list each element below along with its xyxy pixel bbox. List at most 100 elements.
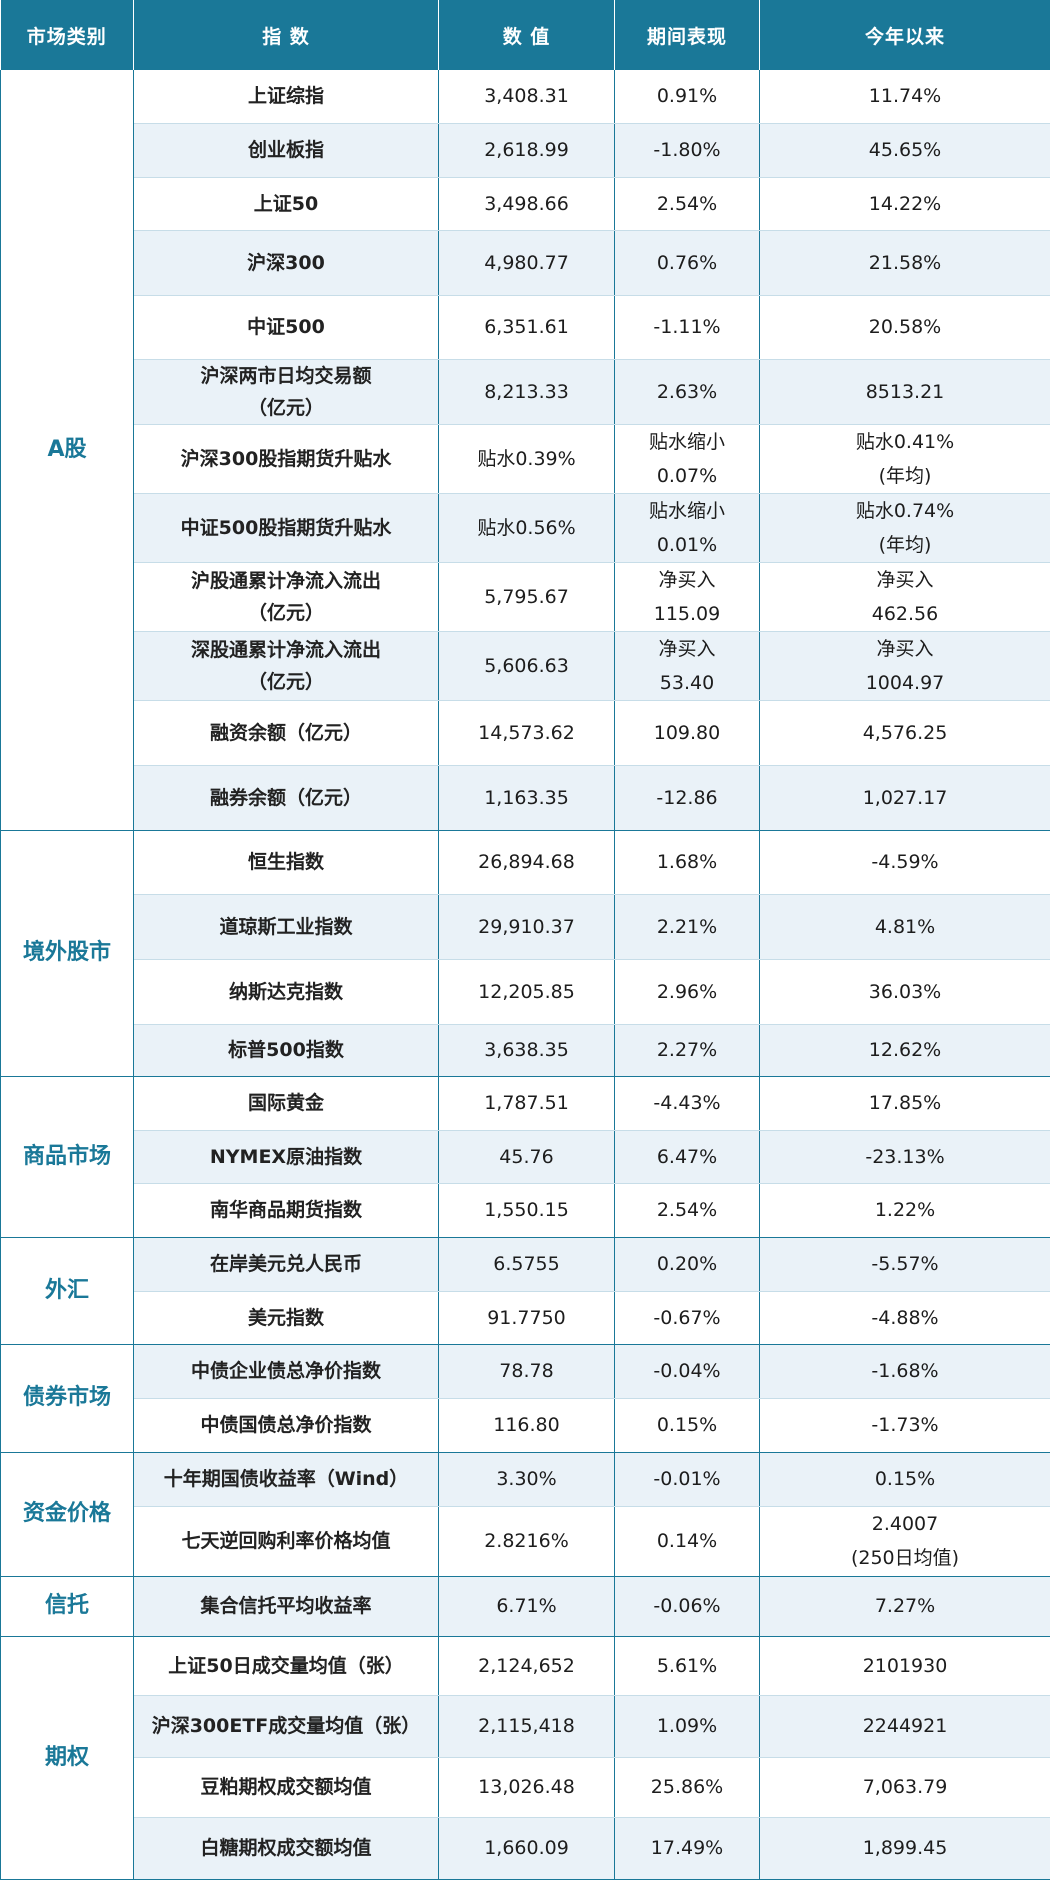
- header-value: 数 值: [439, 0, 615, 70]
- value-cell: 4,980.77: [439, 230, 615, 295]
- index-cell: 标普500指数: [134, 1024, 439, 1076]
- index-cell: 七天逆回购利率价格均值: [134, 1506, 439, 1576]
- period-cell: 2.63%: [615, 359, 760, 424]
- value-cell: 45.76: [439, 1130, 615, 1183]
- value-cell: 78.78: [439, 1344, 615, 1398]
- index-cell: 创业板指: [134, 123, 439, 177]
- index-cell: 在岸美元兑人民币: [134, 1237, 439, 1291]
- period-cell: -0.01%: [615, 1452, 760, 1506]
- period-cell: 25.86%: [615, 1757, 760, 1817]
- header-index: 指 数: [134, 0, 439, 70]
- index-cell: 沪深300股指期货升贴水: [134, 424, 439, 493]
- index-cell: 融券余额（亿元）: [134, 765, 439, 830]
- index-cell: 恒生指数: [134, 830, 439, 894]
- ytd-cell: 36.03%: [760, 959, 1050, 1024]
- index-cell: 上证综指: [134, 70, 439, 123]
- ytd-cell: -5.57%: [760, 1237, 1050, 1291]
- value-cell: 6,351.61: [439, 295, 615, 359]
- value-cell: 5,795.67: [439, 562, 615, 631]
- ytd-cell: 1,027.17: [760, 765, 1050, 830]
- period-cell: 109.80: [615, 700, 760, 765]
- value-cell: 8,213.33: [439, 359, 615, 424]
- category-cell: 债券市场: [1, 1344, 134, 1452]
- value-cell: 2.8216%: [439, 1506, 615, 1576]
- period-cell: 2.27%: [615, 1024, 760, 1076]
- value-cell: 116.80: [439, 1398, 615, 1452]
- ytd-cell: -1.73%: [760, 1398, 1050, 1452]
- period-cell: 1.68%: [615, 830, 760, 894]
- period-cell: 6.47%: [615, 1130, 760, 1183]
- value-cell: 2,115,418: [439, 1695, 615, 1757]
- table-row: 资金价格十年期国债收益率（Wind）3.30%-0.01%0.15%: [1, 1452, 1050, 1506]
- ytd-cell: 45.65%: [760, 123, 1050, 177]
- table-header-row: 市场类别 指 数 数 值 期间表现 今年以来: [1, 0, 1050, 70]
- category-cell: 境外股市: [1, 830, 134, 1076]
- category-cell: A股: [1, 70, 134, 830]
- index-cell: 集合信托平均收益率: [134, 1576, 439, 1636]
- index-cell: 沪深300ETF成交量均值（张）: [134, 1695, 439, 1757]
- ytd-cell: 贴水0.74%(年均): [760, 493, 1050, 562]
- ytd-cell: 0.15%: [760, 1452, 1050, 1506]
- ytd-cell: 20.58%: [760, 295, 1050, 359]
- period-cell: -0.04%: [615, 1344, 760, 1398]
- category-cell: 商品市场: [1, 1076, 134, 1237]
- value-cell: 13,026.48: [439, 1757, 615, 1817]
- ytd-cell: 1.22%: [760, 1183, 1050, 1237]
- index-cell: 中证500: [134, 295, 439, 359]
- index-cell: 纳斯达克指数: [134, 959, 439, 1024]
- period-cell: -4.43%: [615, 1076, 760, 1130]
- period-cell: -0.06%: [615, 1576, 760, 1636]
- index-cell: 上证50: [134, 177, 439, 230]
- value-cell: 6.5755: [439, 1237, 615, 1291]
- period-cell: -1.80%: [615, 123, 760, 177]
- value-cell: 5,606.63: [439, 631, 615, 700]
- period-cell: -0.67%: [615, 1291, 760, 1344]
- index-cell: 白糖期权成交额均值: [134, 1817, 439, 1879]
- ytd-cell: -4.88%: [760, 1291, 1050, 1344]
- index-cell: 沪股通累计净流入流出（亿元）: [134, 562, 439, 631]
- period-cell: 17.49%: [615, 1817, 760, 1879]
- period-cell: 2.54%: [615, 1183, 760, 1237]
- index-cell: 中证500股指期货升贴水: [134, 493, 439, 562]
- index-cell: 南华商品期货指数: [134, 1183, 439, 1237]
- value-cell: 91.7750: [439, 1291, 615, 1344]
- index-cell: 沪深两市日均交易额（亿元）: [134, 359, 439, 424]
- ytd-cell: -23.13%: [760, 1130, 1050, 1183]
- value-cell: 2,618.99: [439, 123, 615, 177]
- period-cell: 2.54%: [615, 177, 760, 230]
- index-cell: 上证50日成交量均值（张）: [134, 1636, 439, 1695]
- period-cell: 2.21%: [615, 894, 760, 959]
- value-cell: 3,638.35: [439, 1024, 615, 1076]
- period-cell: 0.15%: [615, 1398, 760, 1452]
- index-cell: NYMEX原油指数: [134, 1130, 439, 1183]
- value-cell: 3.30%: [439, 1452, 615, 1506]
- ytd-cell: 11.74%: [760, 70, 1050, 123]
